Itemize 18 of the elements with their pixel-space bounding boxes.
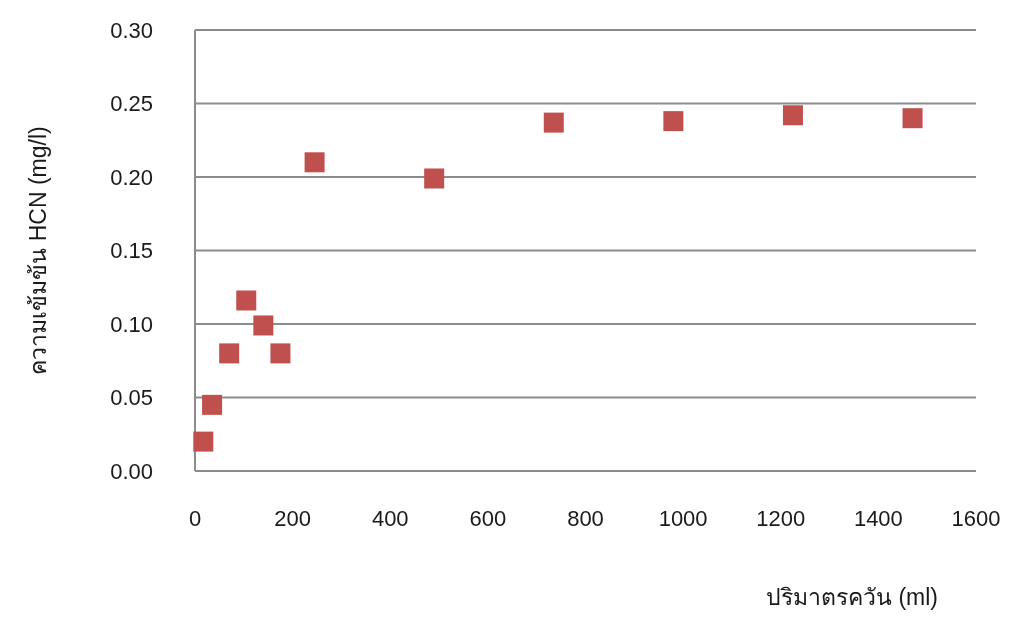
- x-tick-label: 1600: [951, 506, 1001, 531]
- x-tick-label: 400: [371, 506, 409, 531]
- x-tick-label: 200: [274, 506, 311, 531]
- x-tick-label: 1000: [658, 506, 708, 531]
- y-tick-label: 0.05: [110, 385, 153, 410]
- y-axis-title: ความเข้มข้น HCN (mg/l): [25, 126, 51, 375]
- y-tick-label: 0.15: [110, 238, 153, 263]
- y-tick-label: 0.10: [110, 311, 153, 337]
- x-tick-label: 800: [567, 506, 604, 531]
- x-tick-label: 0: [188, 506, 202, 531]
- y-tick-label: 0.25: [110, 91, 153, 116]
- x-tick-label: 1200: [756, 506, 806, 531]
- x-tick-label: 1400: [853, 506, 903, 531]
- y-tick-label: 0.20: [110, 164, 153, 190]
- y-tick-label: 0.30: [110, 17, 153, 43]
- x-tick-label: 600: [469, 506, 507, 531]
- x-axis-title: ปริมาตรควัน (ml): [766, 584, 938, 610]
- y-tick-label: 0.00: [110, 458, 153, 484]
